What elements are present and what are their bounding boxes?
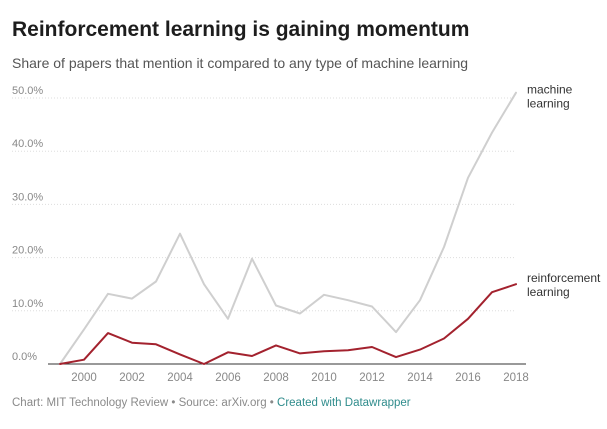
chart-subtitle: Share of papers that mention it compared… bbox=[12, 55, 469, 71]
x-tick-label: 2010 bbox=[311, 372, 337, 384]
x-tick-label: 2018 bbox=[503, 372, 529, 384]
footer-separator: • bbox=[168, 397, 179, 409]
x-tick-label: 2016 bbox=[455, 372, 481, 384]
y-tick-label: 30.0% bbox=[12, 191, 43, 203]
series-line-machine-learning bbox=[59, 91, 517, 365]
chart-title: Reinforcement learning is gaining moment… bbox=[12, 18, 470, 41]
x-tick-label: 2002 bbox=[119, 372, 145, 384]
x-tick-label: 2008 bbox=[263, 372, 289, 384]
series-line-reinforcement-learning bbox=[59, 283, 517, 365]
datawrapper-link[interactable]: Created with Datawrapper bbox=[277, 397, 411, 409]
source-credit: Source: arXiv.org bbox=[178, 397, 267, 409]
series-label-machine-learning: learning bbox=[527, 97, 570, 111]
chart-footer: Chart: MIT Technology Review • Source: a… bbox=[12, 397, 411, 409]
series-layer bbox=[59, 91, 517, 365]
x-tick-label: 2004 bbox=[167, 372, 193, 384]
grid-layer bbox=[12, 97, 516, 312]
x-tick-label: 2014 bbox=[407, 372, 433, 384]
y-tick-label: 10.0% bbox=[12, 298, 43, 310]
x-tick-label: 2012 bbox=[359, 372, 385, 384]
footer-separator: • bbox=[266, 397, 278, 409]
y-tick-label: 0.0% bbox=[12, 351, 37, 363]
x-tick-label: 2000 bbox=[71, 372, 97, 384]
series-label-machine-learning: machine bbox=[527, 83, 573, 97]
y-tick-label: 40.0% bbox=[12, 138, 43, 150]
y-tick-label: 20.0% bbox=[12, 245, 43, 257]
axis-layer: 0.0% 10.0% 20.0% 30.0% 40.0% 50.0% 2000 2002 200… bbox=[12, 85, 529, 384]
y-tick-label: 50.0% bbox=[12, 85, 43, 97]
chart-credit: Chart: MIT Technology Review bbox=[12, 397, 169, 409]
series-label-reinforcement-learning: learning bbox=[527, 285, 570, 299]
series-label-reinforcement-learning: reinforcement bbox=[527, 271, 601, 285]
x-tick-label: 2006 bbox=[215, 372, 241, 384]
